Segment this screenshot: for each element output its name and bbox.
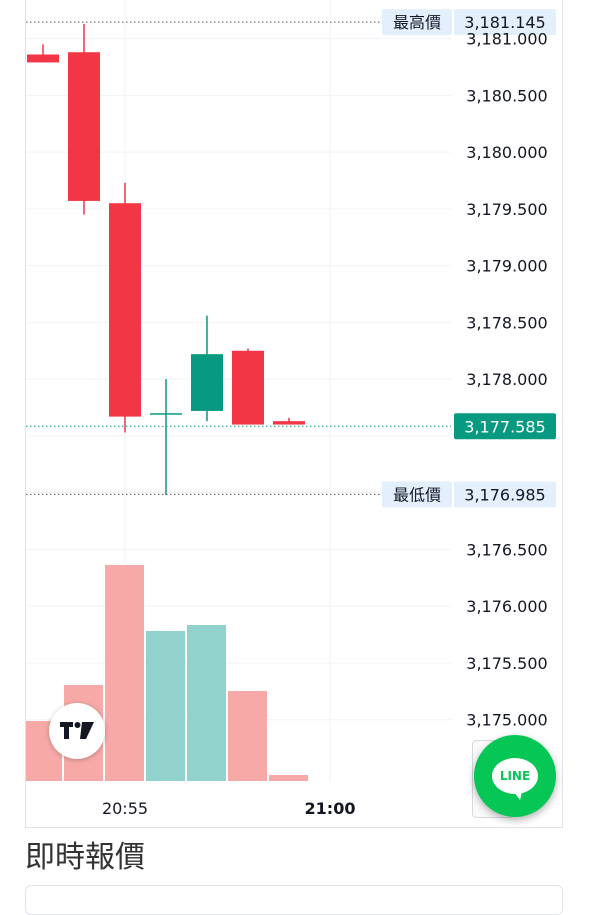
volume-bar — [228, 691, 267, 781]
y-tick-label: 3,175.500 — [466, 654, 547, 673]
volume-bar — [105, 565, 144, 781]
low-price-value: 3,176.985 — [464, 485, 545, 504]
y-tick-label: 3,176.500 — [466, 540, 547, 559]
high-price-value: 3,181.145 — [464, 13, 545, 32]
chart-frame[interactable]: 最高價最低價 3,181.145 3,176.985 3,181.000 3,180.… — [25, 0, 563, 828]
line-share-button[interactable]: LINE — [474, 735, 556, 817]
candle-body — [273, 421, 305, 425]
candle-body — [109, 203, 141, 417]
low-price-label-bg — [382, 481, 452, 508]
low-price-label: 最低價 — [393, 485, 441, 504]
y-tick-label: 3,175.000 — [466, 711, 547, 730]
high-price-label: 最高價 — [393, 13, 441, 32]
time-axis[interactable]: 20:55 21:00 — [102, 799, 356, 818]
line-share-label: LINE — [499, 769, 531, 783]
x-tick-label: 20:55 — [102, 799, 148, 818]
candle-body — [150, 413, 182, 415]
y-tick-label: 3,179.500 — [466, 200, 547, 219]
x-tick-label: 21:00 — [305, 799, 356, 818]
volume-bar — [269, 775, 308, 781]
tradingview-logo-glyph — [60, 722, 94, 739]
y-tick-label: 3,179.000 — [466, 257, 547, 276]
tradingview-logo-icon[interactable] — [49, 703, 105, 759]
candle-body — [68, 52, 100, 201]
volume-bar — [146, 631, 185, 781]
current-price-value: 3,177.585 — [464, 417, 545, 436]
quote-card — [25, 885, 563, 915]
y-tick-label: 3,180.000 — [466, 143, 547, 162]
section-title: 即時報價 — [25, 840, 145, 875]
volume-bars — [26, 565, 308, 781]
y-tick-label: 3,178.500 — [466, 313, 547, 332]
low-price-value-bg — [454, 481, 556, 508]
high-price-value-bg — [454, 9, 556, 36]
candle-body — [232, 350, 264, 425]
candle-body — [191, 354, 223, 411]
volume-bar — [187, 625, 226, 781]
candle-body — [27, 54, 59, 63]
candles — [27, 23, 305, 495]
y-tick-label: 3,176.000 — [466, 597, 547, 616]
y-tick-label: 3,181.000 — [466, 30, 547, 49]
y-tick-label: 3,180.500 — [466, 86, 547, 105]
line-app-icon: LINE — [492, 758, 538, 800]
current-price-badge — [454, 413, 556, 440]
high-price-label-bg — [382, 9, 452, 36]
y-tick-label: 3,178.000 — [466, 370, 547, 389]
price-axis[interactable]: 3,181.145 3,176.985 3,181.000 3,180.500 3,18… — [454, 9, 556, 730]
